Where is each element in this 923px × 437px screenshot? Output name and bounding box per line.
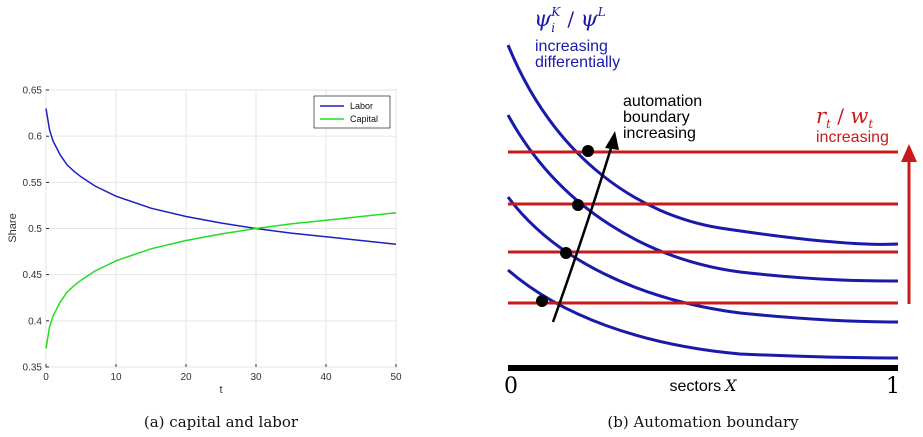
x-axis-label-a: t bbox=[219, 384, 222, 396]
caption-a: (a) capital and labor bbox=[144, 413, 299, 431]
legend-label-labor: Labor bbox=[350, 101, 373, 111]
psi-ratio-label: ψK i / ψL bbox=[534, 5, 606, 35]
boundary-label-line3: increasing bbox=[623, 125, 696, 142]
axis-min-label: 0 bbox=[504, 374, 518, 399]
y-tick-label: 0.45 bbox=[23, 270, 43, 281]
r-symbol: r bbox=[816, 104, 828, 128]
r-sub-t: t bbox=[826, 117, 831, 131]
psi-curve-3 bbox=[506, 196, 899, 324]
psi-symbol-2: ψ bbox=[581, 7, 599, 32]
legend-label-capital: Capital bbox=[350, 114, 378, 124]
boundary-arrow-shaft bbox=[551, 144, 614, 323]
psi-sub-i: i bbox=[551, 21, 555, 35]
psi-symbol: ψ bbox=[534, 7, 552, 32]
psi-curves bbox=[506, 44, 899, 360]
intersection-dot-1 bbox=[582, 145, 594, 157]
intersection-dots bbox=[536, 145, 594, 307]
y-tick-label: 0.35 bbox=[23, 363, 43, 374]
legend-a: Labor Capital bbox=[313, 95, 391, 129]
curves-label-line2: differentially bbox=[535, 54, 620, 71]
w-symbol: w bbox=[850, 104, 868, 128]
legend-box bbox=[313, 95, 391, 129]
psi-sup-k: K bbox=[550, 5, 561, 19]
w-sub-t: t bbox=[868, 117, 873, 131]
intersection-dot-2 bbox=[572, 199, 584, 211]
boundary-arrow bbox=[551, 131, 619, 323]
series-line-labor bbox=[45, 108, 397, 245]
y-tick-label: 0.65 bbox=[23, 86, 43, 97]
intersection-dot-3 bbox=[560, 247, 572, 259]
psi-sup-l: L bbox=[597, 5, 606, 19]
sectors-axis-label: sectors X bbox=[670, 376, 738, 395]
psi-curve-1 bbox=[506, 44, 899, 246]
ticks-a: 0 10 20 30 40 50 0.35 0.4 0.45 0.5 0.55 0.6 0.65 bbox=[23, 86, 402, 384]
price-arrow bbox=[901, 144, 917, 304]
axis-max-label: 1 bbox=[886, 374, 900, 399]
boundary-arrow-head bbox=[605, 131, 619, 150]
psi-slash: / bbox=[561, 7, 580, 31]
x-tick-label: 30 bbox=[250, 372, 262, 383]
series-line-capital bbox=[45, 212, 397, 349]
sectors-label-text: sectors bbox=[670, 378, 722, 395]
x-tick-label: 20 bbox=[180, 372, 192, 383]
price-arrow-head bbox=[901, 144, 917, 162]
price-increasing-label: increasing bbox=[816, 129, 889, 146]
y-axis-label-a: Share bbox=[7, 213, 19, 242]
x-tick-label: 50 bbox=[390, 372, 402, 383]
y-tick-label: 0.55 bbox=[23, 178, 43, 189]
y-tick-label: 0.4 bbox=[28, 316, 42, 327]
series-a bbox=[45, 108, 397, 349]
sectors-axis-bar bbox=[508, 365, 898, 371]
rw-slash: / bbox=[831, 104, 850, 128]
panel-a-line-chart: 0 10 20 30 40 50 0.35 0.4 0.45 0.5 0.55 0.6 0.65 t S… bbox=[7, 86, 402, 432]
x-tick-label: 0 bbox=[43, 372, 49, 383]
boundary-label-line2: boundary bbox=[623, 109, 690, 126]
x-tick-label: 40 bbox=[320, 372, 332, 383]
psi-curve-2 bbox=[506, 114, 899, 283]
boundary-label-line1: automation bbox=[623, 93, 702, 110]
intersection-dot-4 bbox=[536, 295, 548, 307]
panel-b-diagram: 0 1 sectors X ψK i / ψL increasing differ… bbox=[504, 5, 917, 431]
caption-b: (b) Automation boundary bbox=[607, 413, 799, 431]
y-tick-label: 0.5 bbox=[28, 224, 42, 235]
price-ratio-label: rt / wt bbox=[816, 104, 873, 131]
y-tick-label: 0.6 bbox=[28, 132, 42, 143]
curves-label-line1: increasing bbox=[535, 38, 608, 55]
sectors-symbol: X bbox=[723, 376, 737, 395]
x-tick-label: 10 bbox=[110, 372, 122, 383]
